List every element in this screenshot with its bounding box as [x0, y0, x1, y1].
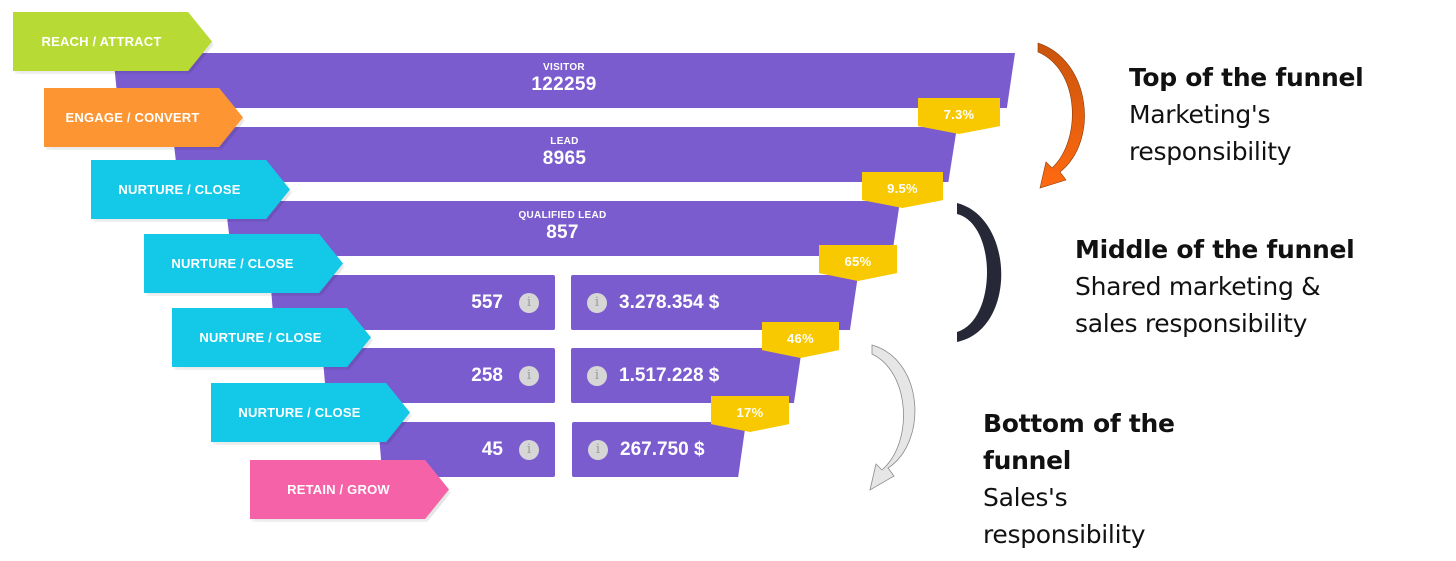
- stage-label: ENGAGE / CONVERT: [65, 110, 200, 125]
- info-icon[interactable]: i: [519, 365, 539, 386]
- note-body-line: Sales's: [983, 483, 1068, 512]
- info-icon[interactable]: i: [587, 292, 607, 313]
- amount-value: 1.517.228 $: [619, 364, 720, 386]
- stage-tag-nurture-close-3: NURTURE / CLOSE: [172, 308, 371, 367]
- conversion-badge-4: 46%: [762, 322, 839, 358]
- stage-tag-nurture-close-4: NURTURE / CLOSE: [211, 383, 410, 442]
- row-value: 122259: [531, 74, 597, 95]
- amount-value: 267.750 $: [620, 438, 705, 460]
- row-label: VISITOR: [543, 62, 585, 73]
- stage-tag-retain-grow: RETAIN / GROW: [250, 460, 449, 519]
- stage-tag-nurture-close-2: NURTURE / CLOSE: [144, 234, 343, 293]
- note-body-line: Shared marketing &: [1075, 272, 1321, 301]
- amount-value: 3.278.354 $: [619, 291, 720, 313]
- curved-bracket-dark-icon: [957, 203, 1002, 342]
- curved-arrow-down-grey-icon: [869, 344, 916, 491]
- stage-label: NURTURE / CLOSE: [238, 405, 361, 420]
- curved-arrow-down-orange-icon: [1037, 42, 1085, 189]
- note-body-line: responsibility: [1129, 137, 1292, 166]
- split-count-3: 45 i: [378, 422, 555, 477]
- count-value: 258: [471, 364, 503, 386]
- note-title: Top of the funnel: [1129, 63, 1364, 92]
- count-value: 45: [481, 438, 503, 460]
- note-middle-of-funnel: Middle of the funnel Shared marketing & …: [1075, 231, 1355, 342]
- note-title: Middle of the funnel: [1075, 235, 1355, 264]
- conversion-badge-2: 9.5%: [862, 172, 943, 208]
- count-value: 557: [471, 291, 503, 313]
- info-icon[interactable]: i: [587, 365, 607, 386]
- row-label: LEAD: [550, 136, 579, 147]
- note-title: funnel: [983, 446, 1071, 475]
- stage-label: NURTURE / CLOSE: [199, 330, 322, 345]
- stage-label: NURTURE / CLOSE: [171, 256, 294, 271]
- note-body-line: sales responsibility: [1075, 309, 1308, 338]
- row-value: 8965: [542, 148, 587, 169]
- info-icon[interactable]: i: [519, 439, 539, 460]
- conversion-badge-1: 7.3%: [918, 98, 1000, 134]
- stage-tag-engage-convert: ENGAGE / CONVERT: [44, 88, 243, 147]
- stage-label: NURTURE / CLOSE: [118, 182, 241, 197]
- conversion-badge-3: 65%: [819, 245, 897, 281]
- row-value: 857: [546, 222, 579, 243]
- stage-tag-reach-attract: REACH / ATTRACT: [13, 12, 212, 71]
- info-icon[interactable]: i: [588, 439, 608, 460]
- info-icon[interactable]: i: [519, 292, 539, 313]
- note-title: Bottom of the: [983, 409, 1175, 438]
- split-amount-3: i 267.750 $: [572, 422, 746, 477]
- stage-tag-nurture-close-1: NURTURE / CLOSE: [91, 160, 290, 219]
- note-body-line: responsibility: [983, 520, 1146, 549]
- split-amount-1: i 3.278.354 $: [571, 275, 858, 330]
- funnel-row-qualified-lead: QUALIFIED LEAD 857: [225, 201, 900, 256]
- funnel-row-visitor: VISITOR 122259: [113, 53, 1015, 108]
- note-top-of-funnel: Top of the funnel Marketing's responsibi…: [1129, 59, 1364, 170]
- split-amount-2: i 1.517.228 $: [571, 348, 802, 403]
- note-bottom-of-funnel: Bottom of the funnel Sales's responsibil…: [983, 405, 1175, 553]
- stage-label: RETAIN / GROW: [287, 482, 390, 497]
- row-label: QUALIFIED LEAD: [518, 210, 607, 221]
- note-body-line: Marketing's: [1129, 100, 1271, 129]
- stage-label: REACH / ATTRACT: [41, 34, 162, 49]
- conversion-badge-5: 17%: [711, 396, 789, 432]
- funnel-row-lead: LEAD 8965: [172, 127, 957, 182]
